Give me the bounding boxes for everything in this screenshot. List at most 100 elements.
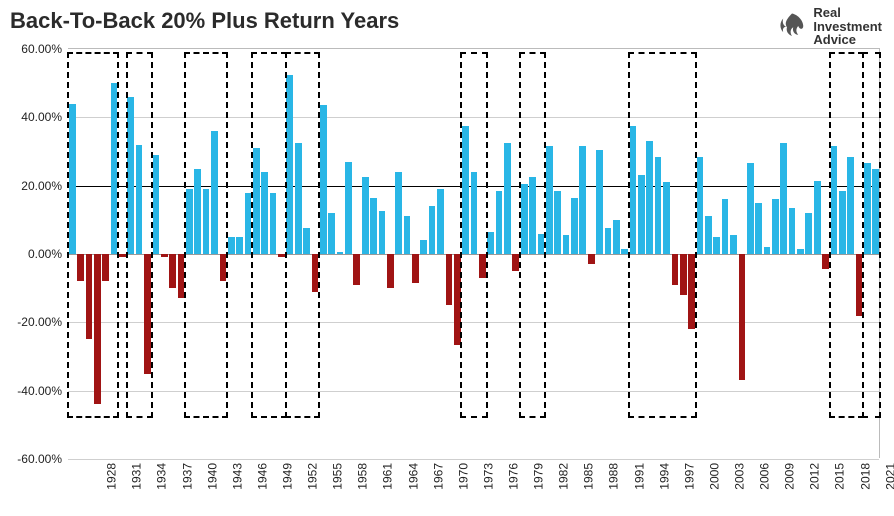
bar-positive [496,191,503,254]
bar-1933 [110,49,118,458]
x-tick-label: 1937 [180,463,194,490]
bar-positive [379,211,386,254]
bar-positive [864,163,871,254]
bar-positive [194,169,201,254]
bar-positive [772,199,779,254]
bar-positive [747,163,754,254]
bar-1944 [202,49,210,458]
bar-positive [462,126,469,254]
bar-positive [646,141,653,254]
bar-1967 [394,49,402,458]
bar-1992 [604,49,612,458]
x-tick-label: 1973 [482,463,496,490]
x-tick-label: 2003 [733,463,747,490]
bar-negative [688,254,695,329]
bar-positive [579,146,586,254]
bar-1951 [261,49,269,458]
x-tick-label: 1988 [607,463,621,490]
y-tick-label: 20.00% [21,179,68,193]
x-tick-label: 1943 [230,463,244,490]
bar-positive [236,237,243,254]
bar-negative [278,254,285,257]
bar-positive [621,249,628,254]
bar-positive [521,184,528,254]
x-tick-label: 2018 [858,463,872,490]
bar-1970 [420,49,428,458]
bar-2001 [679,49,687,458]
x-tick-label: 2012 [808,463,822,490]
bar-positive [605,228,612,254]
bar-negative [220,254,227,281]
bar-1983 [528,49,536,458]
bar-1972 [436,49,444,458]
bar-negative [169,254,176,288]
bar-1968 [403,49,411,458]
bar-1957 [311,49,319,458]
bar-2009 [746,49,754,458]
bar-positive [337,252,344,254]
bar-negative [119,254,126,257]
bar-1988 [570,49,578,458]
x-tick-label: 1961 [381,463,395,490]
bar-negative [353,254,360,285]
brand-text: RealInvestmentAdvice [813,6,882,47]
bar-1948 [235,49,243,458]
bar-1975 [461,49,469,458]
x-tick-label: 1994 [657,463,671,490]
bar-negative [822,254,829,269]
bar-2008 [738,49,746,458]
bar-positive [395,172,402,254]
bar-1932 [101,49,109,458]
bar-1940 [168,49,176,458]
bar-1981 [512,49,520,458]
bar-1947 [227,49,235,458]
x-tick-label: 2021 [883,463,894,490]
bar-1989 [579,49,587,458]
bar-1969 [411,49,419,458]
bar-2018 [821,49,829,458]
bar-positive [663,182,670,254]
y-tick-label: 0.00% [28,247,68,261]
bar-1977 [478,49,486,458]
bar-positive [345,162,352,254]
bar-1931 [93,49,101,458]
x-tick-label: 2009 [783,463,797,490]
bar-positive [805,213,812,254]
bar-positive [487,232,494,254]
x-tick-label: 1934 [155,463,169,490]
bar-1935 [127,49,135,458]
bar-positive [429,206,436,254]
bar-negative [446,254,453,305]
bar-positive [261,172,268,254]
bar-1987 [562,49,570,458]
bar-positive [245,193,252,255]
bar-2013 [780,49,788,458]
bar-1985 [545,49,553,458]
bar-negative [144,254,151,374]
bar-2011 [763,49,771,458]
bar-negative [856,254,863,316]
bar-positive [471,172,478,254]
bar-1928 [68,49,76,458]
bar-1979 [495,49,503,458]
bar-positive [370,198,377,254]
bar-positive [320,105,327,254]
bar-negative [680,254,687,295]
y-tick-label: -40.00% [17,384,68,398]
bar-1986 [554,49,562,458]
bar-positive [872,169,879,254]
bar-1930 [85,49,93,458]
bar-2002 [687,49,695,458]
bar-2021 [847,49,855,458]
chart-title: Back-To-Back 20% Plus Return Years [10,8,399,34]
y-tick-label: -20.00% [17,315,68,329]
bar-2023 [863,49,871,458]
bar-negative [454,254,461,345]
x-tick-label: 2000 [708,463,722,490]
plot-area: -60.00%-40.00%-20.00%0.00%20.00%40.00%60… [68,48,880,458]
x-tick-label: 1982 [557,463,571,490]
bar-positive [789,208,796,254]
bar-1937 [143,49,151,458]
bar-positive [831,146,838,254]
bar-positive [295,143,302,254]
